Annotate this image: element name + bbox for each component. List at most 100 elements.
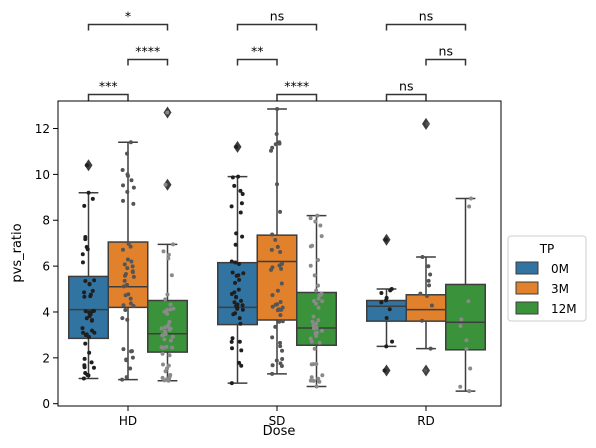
strip-point — [230, 175, 235, 180]
significance-label: *** — [99, 79, 118, 94]
strip-point — [237, 316, 242, 321]
box-sd-12m — [296, 214, 337, 388]
strip-point — [83, 309, 88, 314]
strip-point — [420, 318, 425, 323]
strip-point — [128, 301, 133, 306]
strip-point — [171, 242, 176, 247]
strip-point — [161, 249, 166, 254]
strip-point — [165, 366, 170, 371]
significance-bracket: **** — [276, 79, 318, 101]
strip-point — [229, 381, 234, 386]
strip-point — [164, 344, 169, 349]
strip-point — [275, 182, 280, 187]
bracket-line — [276, 93, 318, 101]
strip-point — [240, 303, 245, 308]
strip-point — [81, 376, 86, 381]
strip-point — [466, 299, 471, 304]
strip-point — [121, 183, 126, 188]
legend-swatch — [515, 301, 539, 315]
y-tick-label: 4 — [42, 305, 50, 319]
strip-point — [308, 216, 313, 221]
strip-point — [84, 332, 89, 337]
strip-point — [278, 299, 283, 304]
significance-bracket: **** — [127, 44, 169, 66]
strip-point — [82, 294, 87, 299]
strip-point — [280, 348, 285, 353]
strip-points — [80, 107, 473, 394]
strip-point — [313, 331, 318, 336]
strip-point — [125, 266, 130, 271]
strip-point — [278, 340, 283, 345]
legend-swatch — [515, 261, 539, 275]
strip-point — [125, 189, 130, 194]
strip-point — [171, 306, 176, 311]
bracket-line — [425, 58, 467, 66]
box-hd-0m — [68, 159, 109, 380]
strip-point — [168, 326, 173, 331]
strip-point — [160, 362, 165, 367]
box-body — [107, 241, 149, 309]
significance-label: ns — [419, 9, 433, 24]
box-hd-12m — [147, 106, 188, 382]
strip-point — [160, 333, 165, 338]
strip-point — [125, 257, 130, 262]
strip-point — [316, 318, 321, 323]
strip-point — [169, 273, 174, 278]
strip-point — [168, 373, 173, 378]
strip-point — [270, 363, 275, 368]
strip-point — [308, 336, 313, 341]
legend-entry-label: 0M — [551, 262, 569, 276]
strip-point — [319, 234, 324, 239]
strip-point — [237, 339, 242, 344]
x-axis: HD SD RD — [119, 406, 435, 428]
strip-point — [274, 132, 279, 137]
strip-point — [270, 335, 275, 340]
strip-point — [89, 318, 94, 323]
strip-point — [314, 362, 319, 367]
strip-point — [82, 363, 87, 368]
strip-point — [426, 278, 431, 283]
strip-point — [230, 346, 235, 351]
strip-point — [83, 341, 88, 346]
strip-point — [275, 244, 280, 249]
strip-point — [314, 301, 319, 306]
strip-point — [317, 340, 322, 345]
strip-point — [316, 296, 321, 301]
strip-point — [468, 366, 473, 371]
strip-point — [316, 305, 321, 310]
strip-point — [428, 346, 433, 351]
significance-label: ns — [439, 44, 453, 59]
strip-point — [232, 300, 237, 305]
strip-point — [82, 203, 87, 208]
strip-point — [235, 305, 240, 310]
box-body — [217, 261, 258, 326]
strip-point — [128, 366, 133, 371]
strip-point — [312, 273, 317, 278]
strip-point — [163, 297, 168, 302]
strip-point — [232, 183, 237, 188]
legend-entry-label: 3M — [551, 282, 569, 296]
strip-point — [309, 375, 314, 380]
strip-point — [128, 140, 133, 145]
strip-point — [229, 259, 234, 264]
strip-point — [160, 351, 165, 356]
strip-point — [384, 298, 389, 303]
strip-point — [311, 314, 316, 319]
strip-point — [270, 304, 275, 309]
strip-point — [468, 196, 473, 201]
strip-point — [121, 198, 126, 203]
strip-point — [91, 365, 96, 370]
strip-point — [467, 204, 472, 209]
strip-point — [165, 292, 170, 297]
strip-point — [166, 252, 171, 257]
strip-point — [81, 330, 86, 335]
strip-point — [310, 319, 315, 324]
strip-point — [280, 305, 285, 310]
strip-point — [121, 303, 126, 308]
strip-point — [80, 252, 85, 257]
bracket-line — [236, 23, 318, 31]
significance-label: **** — [135, 44, 160, 59]
x-tick-label: SD — [269, 414, 286, 428]
strip-point — [379, 290, 384, 295]
y-axis-label: pvs_ratio — [10, 223, 25, 282]
